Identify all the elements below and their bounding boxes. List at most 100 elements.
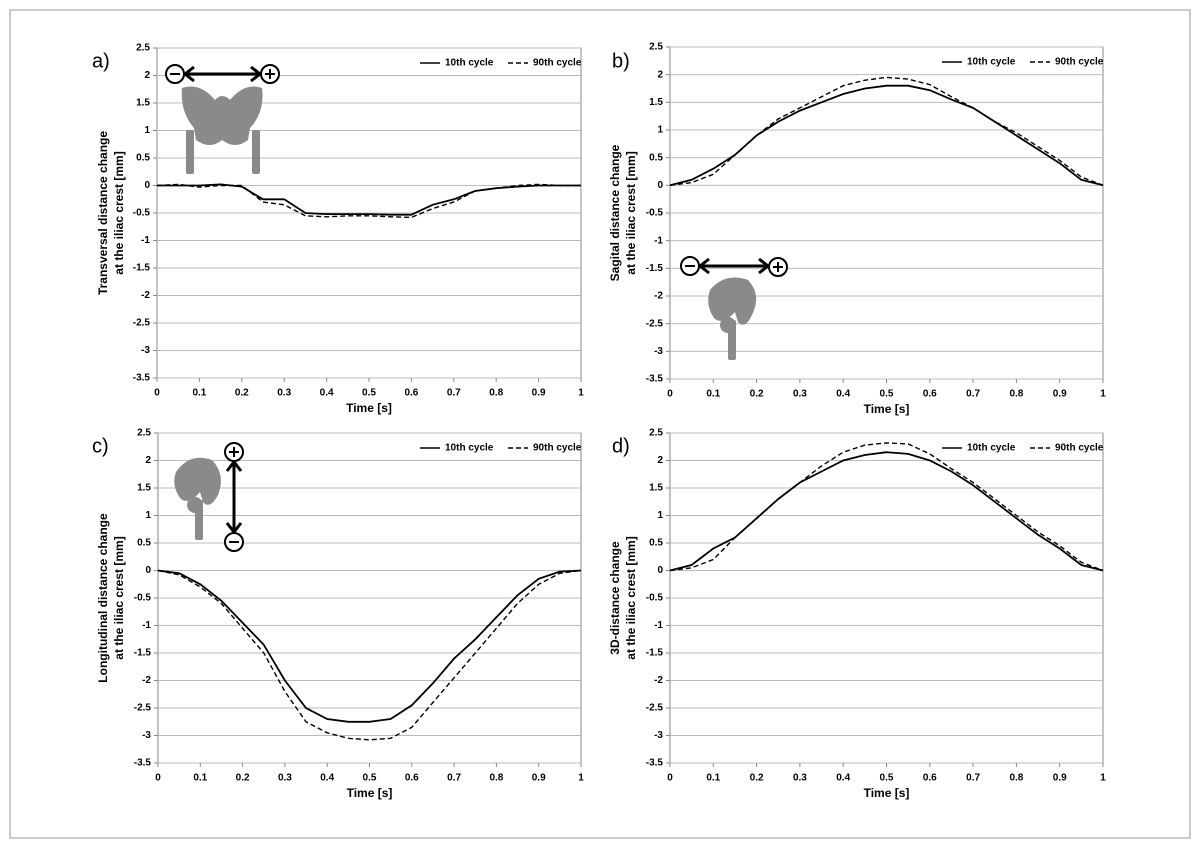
x-axis-title: Time [s]: [347, 786, 393, 800]
y-tick-label: -0.5: [646, 593, 664, 604]
x-tick-label: 0.9: [532, 773, 546, 784]
y-tick-label: 1.5: [136, 98, 150, 109]
legend-label: 90th cycle: [533, 58, 582, 69]
x-tick-label: 0.1: [193, 773, 207, 784]
hip-side-icon: [174, 457, 221, 540]
y-tick-label: -0.5: [134, 593, 152, 604]
data-line: [157, 569, 582, 723]
y-tick-label: -1.5: [646, 648, 664, 659]
y-tick-label: -3: [654, 730, 663, 741]
y-tick-label: -1.5: [133, 263, 151, 274]
y-axis-title: Sagital distance change: [608, 144, 622, 281]
y-tick-label: -1: [141, 235, 150, 246]
x-tick-label: 0.3: [278, 773, 292, 784]
y-tick-label: -2: [654, 675, 663, 686]
y-axis-title: at the iliac crest [mm]: [112, 536, 126, 659]
y-axis-title: Longitudinal distance change: [96, 513, 110, 683]
y-tick-label: 1.5: [649, 97, 663, 108]
x-tick-label: 0.8: [489, 773, 503, 784]
y-tick-label: 0: [657, 565, 663, 576]
x-tick-label: 0.8: [1009, 389, 1023, 400]
panel-label: c): [92, 435, 109, 457]
y-axis-title: Transversal distance change: [96, 131, 110, 295]
x-axis-title: Time [s]: [864, 786, 910, 800]
x-tick-label: 0.5: [362, 388, 376, 399]
y-tick-label: 0: [657, 180, 663, 191]
y-tick-label: 1: [657, 125, 663, 136]
y-tick-label: 1: [145, 510, 151, 521]
y-tick-label: 2.5: [649, 42, 663, 53]
y-tick-label: 0: [145, 565, 151, 576]
y-tick-label: -2: [141, 290, 150, 301]
y-tick-label: -2: [654, 291, 663, 302]
data-line: [157, 183, 581, 216]
x-tick-label: 0.3: [277, 388, 291, 399]
x-tick-label: 0.8: [489, 388, 503, 399]
x-tick-label: 0.1: [192, 388, 206, 399]
x-tick-label: 0.5: [363, 773, 377, 784]
illustrations: [165, 64, 788, 552]
x-tick-label: 0.1: [706, 389, 720, 400]
y-tick-label: 2: [657, 69, 663, 80]
data-line: [156, 183, 581, 219]
y-tick-label: -3.5: [134, 758, 152, 769]
x-tick-label: 0.7: [447, 388, 461, 399]
y-tick-label: 2: [145, 455, 151, 466]
x-tick-label: 0.9: [532, 388, 546, 399]
x-tick-label: 0.7: [447, 773, 461, 784]
y-tick-label: -3: [654, 346, 663, 357]
y-tick-label: -1.5: [134, 648, 152, 659]
y-tick-label: 0.5: [649, 538, 663, 549]
y-tick-label: -1: [654, 620, 663, 631]
x-tick-label: 0.4: [320, 773, 334, 784]
panel-label: a): [92, 50, 110, 72]
data-line: [669, 76, 1104, 186]
y-axis-title: at the iliac crest [mm]: [112, 151, 126, 274]
x-tick-label: 0.9: [1053, 773, 1067, 784]
data-line: [669, 442, 1104, 572]
hip-side-icon: [708, 277, 757, 360]
arrow-icon: [224, 442, 244, 552]
x-tick-label: 1: [578, 773, 584, 784]
legend-label: 10th cycle: [445, 443, 494, 454]
x-tick-label: 0.7: [966, 389, 980, 400]
legend-label: 90th cycle: [1055, 57, 1104, 68]
x-tick-label: 0.6: [923, 773, 937, 784]
y-tick-label: -3: [142, 730, 151, 741]
data-line: [669, 451, 1104, 572]
y-tick-label: 2.5: [136, 43, 150, 54]
x-axis-title: Time [s]: [864, 402, 910, 416]
x-tick-label: 0.8: [1009, 773, 1023, 784]
x-tick-label: 0.4: [836, 773, 850, 784]
x-tick-label: 0.2: [236, 773, 250, 784]
y-axis-title: at the iliac crest [mm]: [624, 536, 638, 659]
x-tick-label: 0.6: [404, 388, 418, 399]
legend-label: 10th cycle: [445, 58, 494, 69]
x-tick-label: 0.5: [880, 389, 894, 400]
y-tick-label: -3.5: [646, 758, 664, 769]
legend-label: 10th cycle: [967, 57, 1016, 68]
x-tick-label: 0.1: [706, 773, 720, 784]
y-tick-label: 2: [144, 70, 150, 81]
y-tick-label: -1: [142, 620, 151, 631]
x-tick-label: 1: [1100, 773, 1106, 784]
y-tick-label: -0.5: [646, 208, 664, 219]
x-tick-label: 1: [578, 388, 584, 399]
y-tick-label: 2.5: [649, 428, 663, 439]
y-tick-label: 1.5: [137, 483, 151, 494]
y-tick-label: 0: [144, 180, 150, 191]
x-tick-label: 0.2: [235, 388, 249, 399]
x-tick-label: 0.9: [1053, 389, 1067, 400]
y-tick-label: 0.5: [649, 152, 663, 163]
y-tick-label: -2.5: [646, 318, 664, 329]
y-tick-label: -3.5: [133, 373, 151, 384]
y-tick-label: 1.5: [649, 483, 663, 494]
y-tick-label: -2.5: [134, 703, 152, 714]
legend-label: 10th cycle: [967, 443, 1016, 454]
panel-label: b): [612, 50, 630, 72]
x-tick-label: 0: [667, 389, 673, 400]
y-axis-title: 3D-distance change: [608, 541, 622, 655]
legend-label: 90th cycle: [1055, 443, 1104, 454]
x-tick-label: 0.5: [880, 773, 894, 784]
